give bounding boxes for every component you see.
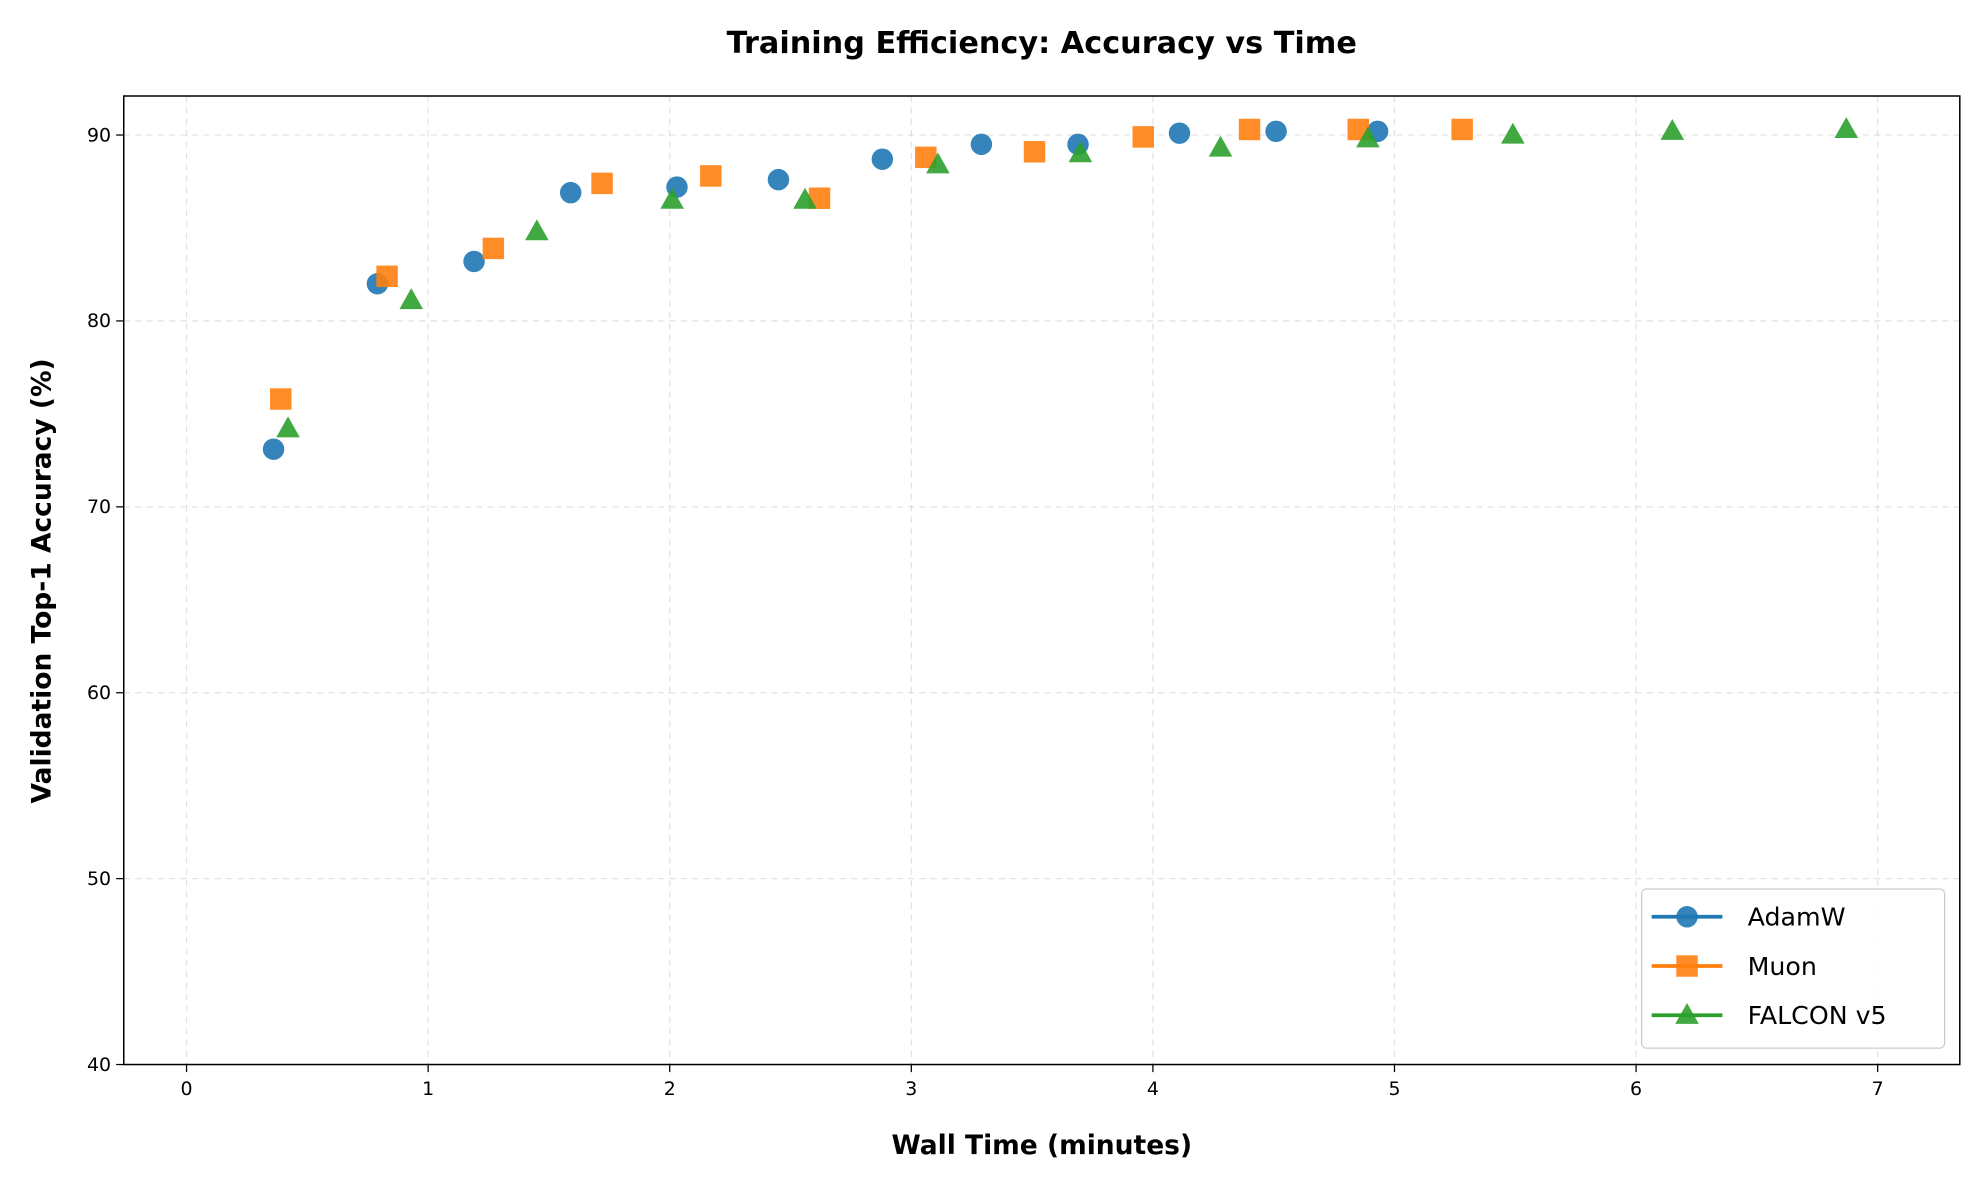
data-point-falcon-v5 [276,416,300,438]
data-point-adamw [1168,122,1191,144]
data-point-adamw [970,133,993,156]
x-tick-label: 5 [1388,1078,1400,1100]
y-tick-label: 80 [87,310,111,332]
data-point-falcon-v5 [1356,126,1380,148]
y-tick-label: 90 [87,124,111,146]
legend-label: Muon [1748,952,1817,981]
y-axis-label: Validation Top-1 Accuracy (%) [27,358,58,803]
data-point-falcon-v5 [399,288,424,310]
data-point-muon [270,388,292,410]
x-axis-label: Wall Time (minutes) [891,1130,1192,1161]
data-point-muon [1023,141,1046,163]
x-tick-label: 2 [664,1078,676,1100]
y-tick-label: 70 [87,496,111,518]
data-point-muon [700,165,722,187]
data-point-adamw [1265,120,1287,143]
legend-box [1640,888,1946,1049]
data-point-falcon-v5 [1501,122,1525,144]
data-point-falcon-v5 [1068,141,1093,163]
data-point-falcon-v5 [525,219,549,241]
x-tick-label: 0 [181,1078,193,1100]
data-marks [262,117,1859,460]
data-point-adamw [262,438,285,460]
legend-label: FALCON v5 [1748,1001,1887,1030]
x-tick-label: 1 [422,1078,434,1100]
data-point-falcon-v5 [1834,117,1859,139]
data-point-muon [808,187,831,209]
x-tick-label: 7 [1872,1078,1884,1100]
legend-marker [1676,955,1698,977]
data-point-falcon-v5 [926,152,950,174]
data-point-muon [1451,118,1473,141]
data-point-muon [1132,126,1154,148]
data-point-muon [915,146,937,169]
data-point-adamw [463,250,485,273]
legend: AdamW Muon FALCON v5 [1640,888,1946,1049]
legend-marker [1676,906,1698,928]
ticks: 0 1 2 3 4 5 6 7 40 50 60 70 80 90 [87,124,1884,1099]
plot-frame [122,95,1961,1066]
data-point-muon [376,265,398,288]
data-point-falcon-v5 [660,187,684,209]
legend-label: AdamW [1748,903,1846,932]
x-tick-label: 6 [1630,1078,1642,1100]
x-tick-label: 3 [905,1078,917,1100]
data-point-adamw [559,181,582,204]
data-point-muon [482,237,505,260]
data-point-adamw [767,168,790,191]
legend-marker [1675,1002,1699,1024]
y-tick-label: 50 [87,868,111,890]
data-point-falcon-v5 [793,187,817,209]
data-point-muon [591,172,613,195]
data-point-muon [1238,118,1261,141]
y-tick-label: 60 [87,682,111,704]
chart-title: Training Efficiency: Accuracy vs Time [727,26,1357,61]
y-tick-label: 40 [87,1054,111,1076]
data-point-falcon-v5 [1208,135,1233,157]
x-tick-label: 4 [1147,1078,1159,1100]
data-point-adamw [871,148,894,170]
data-point-falcon-v5 [1660,118,1685,140]
